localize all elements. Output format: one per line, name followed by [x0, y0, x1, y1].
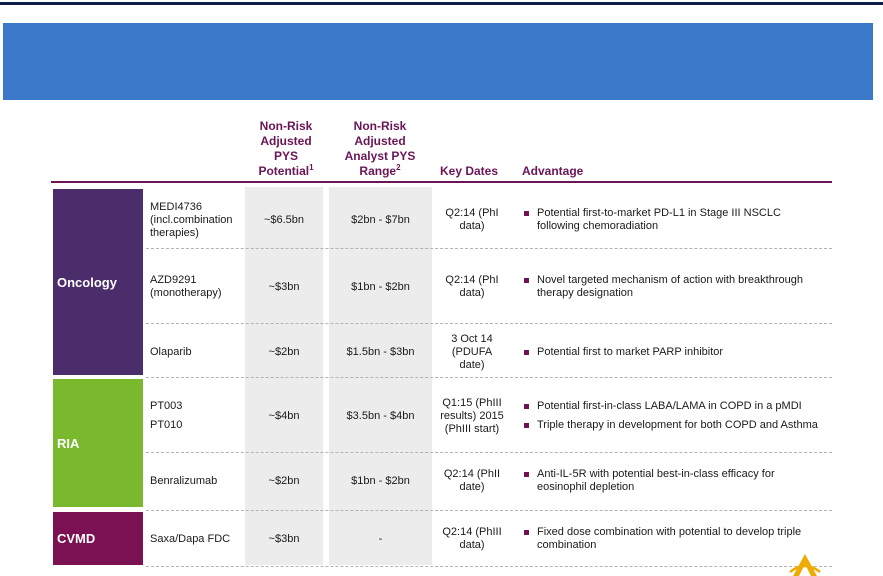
product-name: PT003 PT010: [150, 386, 245, 446]
key-date: Q2:14 (PhIII data): [442, 526, 502, 551]
header-range-footnote: 2: [396, 163, 401, 172]
row-divider: [146, 566, 832, 567]
advantage-list: Anti-IL-5R with potential best-in-class …: [521, 468, 826, 494]
potential-value: ~$3bn: [268, 280, 300, 293]
product-name: Saxa/Dapa FDC: [150, 532, 231, 545]
product-name: AZD9291 (monotherapy): [150, 274, 222, 299]
segment-ria: RIA: [53, 379, 143, 507]
advantage-item: Triple therapy in development for both C…: [521, 419, 818, 432]
advantage-list: Potential first-in-class LABA/LAMA in CO…: [521, 400, 818, 432]
advantage-cell: Fixed dose combination with potential to…: [521, 518, 826, 560]
product-line: PT003: [150, 400, 183, 412]
potential-value: ~$2bn: [268, 345, 300, 358]
advantage-list: Novel targeted mechanism of action with …: [521, 274, 826, 300]
advantage-item: Anti-IL-5R with potential best-in-class …: [521, 468, 826, 494]
key-date: Q2:14 (PhI data): [445, 207, 499, 232]
header-key-dates: Key Dates: [439, 164, 499, 178]
advantage-list: Fixed dose combination with potential to…: [521, 526, 826, 552]
row-divider: [146, 323, 832, 324]
advantage-cell: Potential first to market PARP inhibitor: [521, 329, 826, 375]
range-value: $1.5bn - $3bn: [346, 345, 415, 358]
range-value: $1bn - $2bn: [351, 474, 410, 487]
key-date: Q1:15 (PhIII results) 2015 (PhIII start): [440, 396, 504, 435]
range-value: $3.5bn - $4bn: [346, 409, 415, 422]
advantage-cell: Anti-IL-5R with potential best-in-class …: [521, 460, 826, 502]
range-value: $1bn - $2bn: [351, 280, 410, 293]
key-date: Q2:14 (PhI data): [445, 274, 499, 299]
range-value: -: [378, 532, 383, 545]
advantage-cell: Novel targeted mechanism of action with …: [521, 266, 826, 308]
product-name: Benralizumab: [150, 474, 218, 487]
row-divider: [146, 510, 832, 511]
product-name: MEDI4736 (incl.combination therapies): [150, 200, 233, 239]
key-date: 3 Oct 14 (PDUFA date): [451, 332, 493, 371]
advantage-cell: Potential first-in-class LABA/LAMA in CO…: [521, 384, 826, 448]
advantage-item: Novel targeted mechanism of action with …: [521, 274, 826, 300]
header-range-text: Non-Risk Adjusted Analyst PYS Range: [344, 119, 416, 178]
advantage-item: Potential first-in-class LABA/LAMA in CO…: [521, 400, 818, 413]
potential-value: ~$3bn: [268, 532, 300, 545]
row-divider: [146, 452, 832, 453]
top-rule: [0, 2, 883, 5]
segment-cvmd: CVMD: [53, 512, 143, 565]
header-potential-text: Non-Risk Adjusted PYS Potential: [258, 119, 313, 178]
range-column-bg: [329, 187, 432, 565]
header-potential-footnote: 1: [309, 163, 314, 172]
row-divider: [146, 377, 832, 378]
potential-value: ~$6.5bn: [263, 213, 305, 226]
potential-value: ~$2bn: [268, 474, 300, 487]
advantage-cell: Potential first-to-market PD-L1 in Stage…: [521, 197, 826, 243]
header-advantage: Advantage: [522, 164, 584, 178]
key-date: Q2:14 (PhII date): [443, 468, 501, 493]
advantage-item: Potential first-to-market PD-L1 in Stage…: [521, 207, 826, 233]
header-potential: Non-Risk Adjusted PYS Potential1: [250, 119, 322, 179]
product-line: PT010: [150, 419, 183, 431]
advantage-item: Fixed dose combination with potential to…: [521, 526, 826, 552]
segment-oncology: Oncology: [53, 189, 143, 375]
advantage-list: Potential first to market PARP inhibitor: [521, 346, 723, 359]
header-range: Non-Risk Adjusted Analyst PYS Range2: [336, 119, 424, 179]
potential-column-bg: [245, 187, 323, 565]
company-logo-icon: [789, 554, 821, 576]
row-divider: [146, 248, 832, 249]
advantage-list: Potential first-to-market PD-L1 in Stage…: [521, 207, 826, 233]
range-value: $2bn - $7bn: [351, 213, 410, 226]
title-banner: [3, 23, 873, 100]
advantage-item: Potential first to market PARP inhibitor: [521, 346, 723, 359]
product-name: Olaparib: [150, 345, 192, 358]
header-rule: [51, 181, 832, 183]
potential-value: ~$4bn: [268, 409, 300, 422]
